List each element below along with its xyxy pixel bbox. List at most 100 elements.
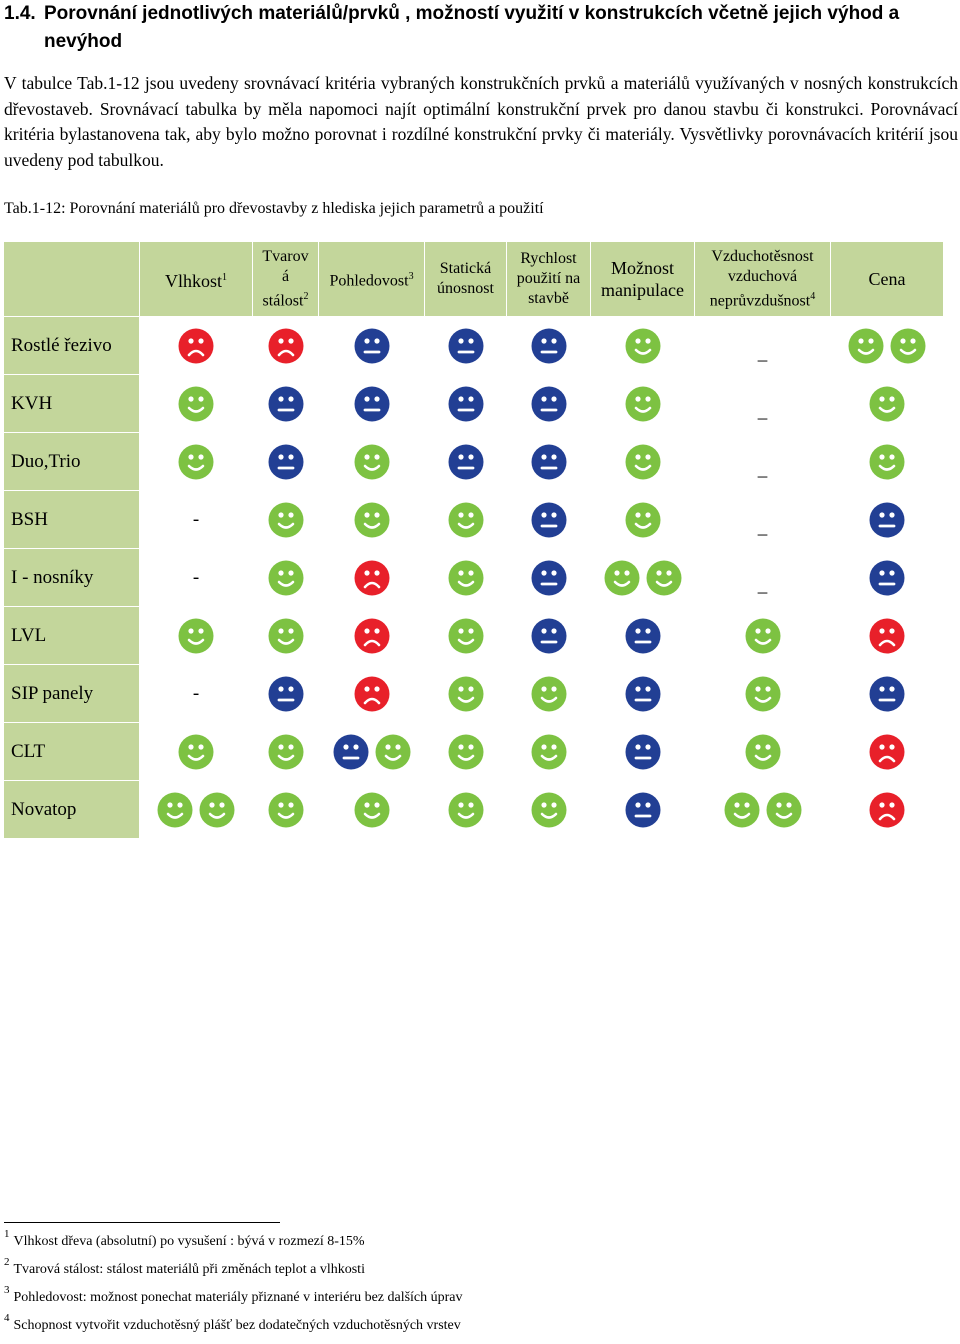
rating-cell [252,432,319,491]
table-row: KVH _ [3,374,944,433]
smiley-happy-icon [447,617,485,655]
smiley-happy-icon [624,385,662,423]
rating-cell [252,780,319,839]
rating-cell [590,374,695,433]
rating-cell [590,316,695,375]
smiley-neutral-icon [624,791,662,829]
rating-cell [318,722,425,781]
smiley-happy-icon [177,385,215,423]
table-row: I - nosníky - _ [3,548,944,607]
rating-cell [318,374,425,433]
rating-cell [830,548,944,607]
footnote-2: 2 Tvarová stálost: stálost materiálů při … [4,1256,365,1277]
smiley-neutral-icon [353,327,391,365]
smiley-happy-icon [624,327,662,365]
rating-cell [139,374,253,433]
rating-cell [252,490,319,549]
rating-cell [506,780,591,839]
smiley-neutral-icon [624,733,662,771]
smiley-happy-icon [744,617,782,655]
smiley-neutral-icon [868,501,906,539]
rating-cell: - [139,664,253,723]
rating-cell [694,606,831,665]
smiley-neutral-icon [530,385,568,423]
smiley-happy-icon [645,559,683,597]
smiley-neutral-icon [868,559,906,597]
smiley-happy-icon [156,791,194,829]
rating-cell [506,432,591,491]
rating-cell: _ [694,548,831,607]
smiley-happy-icon [353,501,391,539]
rating-cell [830,664,944,723]
dash-mark: - [192,566,200,588]
smiley-sad-icon [267,327,305,365]
section-number: 1.4. [4,3,36,24]
table-row: CLT [3,722,944,781]
smiley-happy-icon [765,791,803,829]
smiley-sad-icon [353,617,391,655]
intro-paragraph: V tabulce Tab.1-12 jsou uvedeny srovnáva… [4,73,958,170]
smiley-happy-icon [267,559,305,597]
footnote-rule [4,1222,280,1223]
rating-cell [252,316,319,375]
comparison-table: Vlhkost1 Tvarov á stálost2 Pohledovost3 St… [3,241,944,839]
rating-cell [424,432,507,491]
smiley-happy-icon [267,501,305,539]
rating-cell [252,374,319,433]
header-pohledovost: Pohledovost3 [318,241,425,317]
rating-cell: _ [694,432,831,491]
table-row: LVL [3,606,944,665]
smiley-sad-icon [353,675,391,713]
rating-cell [590,432,695,491]
rating-cell [506,664,591,723]
table-row: Duo,Trio _ [3,432,944,491]
rating-cell [590,780,695,839]
rating-cell [590,722,695,781]
header-staticka-unosnost: Statická únosnost [424,241,507,317]
rating-cell [506,606,591,665]
header-vzduchotesnost: Vzduchotěsnost vzduchová neprůvzdušnost4 [694,241,831,317]
rating-cell [590,490,695,549]
smiley-happy-icon [447,791,485,829]
header-rychlost: Rychlost použití na stavbě [506,241,591,317]
smiley-happy-icon [447,675,485,713]
smiley-happy-icon [447,559,485,597]
row-label: Rostlé řezivo [3,316,140,375]
header-corner [3,241,140,317]
smiley-happy-icon [744,733,782,771]
rating-cell [424,780,507,839]
smiley-happy-icon [530,675,568,713]
smiley-neutral-icon [447,327,485,365]
rating-cell [139,432,253,491]
rating-cell [424,548,507,607]
smiley-happy-icon [374,733,412,771]
rating-cell [318,606,425,665]
rating-cell [590,606,695,665]
smiley-sad-icon [868,791,906,829]
smiley-happy-icon [447,733,485,771]
smiley-happy-icon [353,791,391,829]
smiley-happy-icon [198,791,236,829]
rating-cell: - [139,548,253,607]
rating-cell [694,780,831,839]
smiley-neutral-icon [624,617,662,655]
rating-cell [424,316,507,375]
smiley-sad-icon [177,327,215,365]
smiley-happy-icon [868,385,906,423]
rating-cell [830,606,944,665]
row-label: KVH [3,374,140,433]
smiley-sad-icon [868,617,906,655]
smiley-happy-icon [868,443,906,481]
smiley-neutral-icon [530,559,568,597]
smiley-neutral-icon [530,617,568,655]
rating-cell [252,722,319,781]
smiley-happy-icon [267,617,305,655]
smiley-neutral-icon [353,385,391,423]
rating-cell: - [139,490,253,549]
rating-cell [830,432,944,491]
smiley-happy-icon [177,443,215,481]
smiley-happy-icon [177,617,215,655]
rating-cell [424,664,507,723]
table-row: SIP panely - [3,664,944,723]
smiley-neutral-icon [530,501,568,539]
